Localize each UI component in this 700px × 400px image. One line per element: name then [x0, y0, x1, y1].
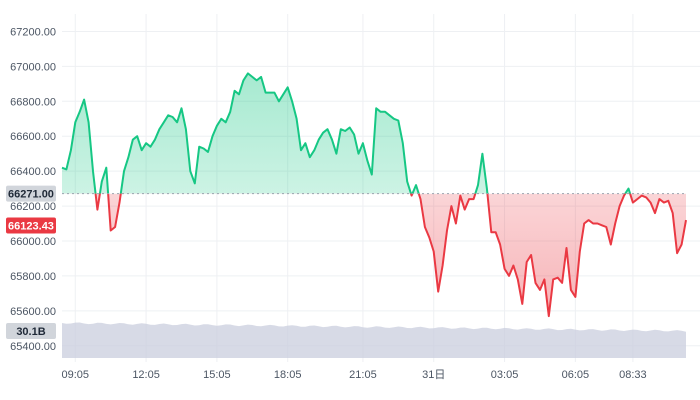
- area-fill-below: [62, 193, 686, 317]
- volume-area: [62, 322, 686, 358]
- y-tick-label: 66000.00: [10, 236, 56, 248]
- price-line-below: [94, 193, 687, 318]
- y-tick-label: 67200.00: [10, 26, 56, 38]
- x-tick-label: 06:05: [562, 369, 590, 381]
- x-tick-label: 03:05: [491, 369, 519, 381]
- x-tick-label: 08:33: [619, 369, 647, 381]
- x-tick-label: 18:05: [274, 369, 302, 381]
- x-tick-label: 15:05: [203, 369, 231, 381]
- y-tick-label: 66400.00: [10, 166, 56, 178]
- baseline-price-label: 66271.00: [8, 189, 54, 201]
- x-tick-label: 12:05: [132, 369, 160, 381]
- y-tick-label: 65400.00: [10, 341, 56, 353]
- y-tick-label: 67000.00: [10, 61, 56, 73]
- x-tick-label: 31日: [422, 369, 445, 381]
- volume-badge: 30.1B: [6, 323, 56, 339]
- y-tick-label: 65600.00: [10, 306, 56, 318]
- volume-label: 30.1B: [16, 326, 45, 338]
- price-line-above: [61, 72, 632, 194]
- y-tick-label: 65800.00: [10, 271, 56, 283]
- area-fill-above: [62, 73, 631, 194]
- current-price-label: 66123.43: [8, 220, 54, 232]
- y-tick-label: 66200.00: [10, 201, 56, 213]
- y-tick-label: 66600.00: [10, 131, 56, 143]
- current-price-badge: 66123.43: [6, 217, 56, 234]
- price-line: [61, 72, 687, 318]
- x-tick-label: 09:05: [62, 369, 90, 381]
- baseline-price-badge: 66271.00: [6, 185, 56, 202]
- price-badges: 66271.00 66123.43 30.1B: [6, 185, 56, 339]
- volume-fill: [62, 322, 686, 358]
- y-tick-label: 66800.00: [10, 96, 56, 108]
- x-axis: 09:05 12:05 15:05 18:05 21:05 31日 03:05 06:05 08…: [62, 369, 647, 381]
- price-area-fill: [62, 73, 686, 317]
- x-tick-label: 21:05: [349, 369, 377, 381]
- y-axis: 67200.00 67000.00 66800.00 66600.00 66400.00…: [10, 26, 56, 352]
